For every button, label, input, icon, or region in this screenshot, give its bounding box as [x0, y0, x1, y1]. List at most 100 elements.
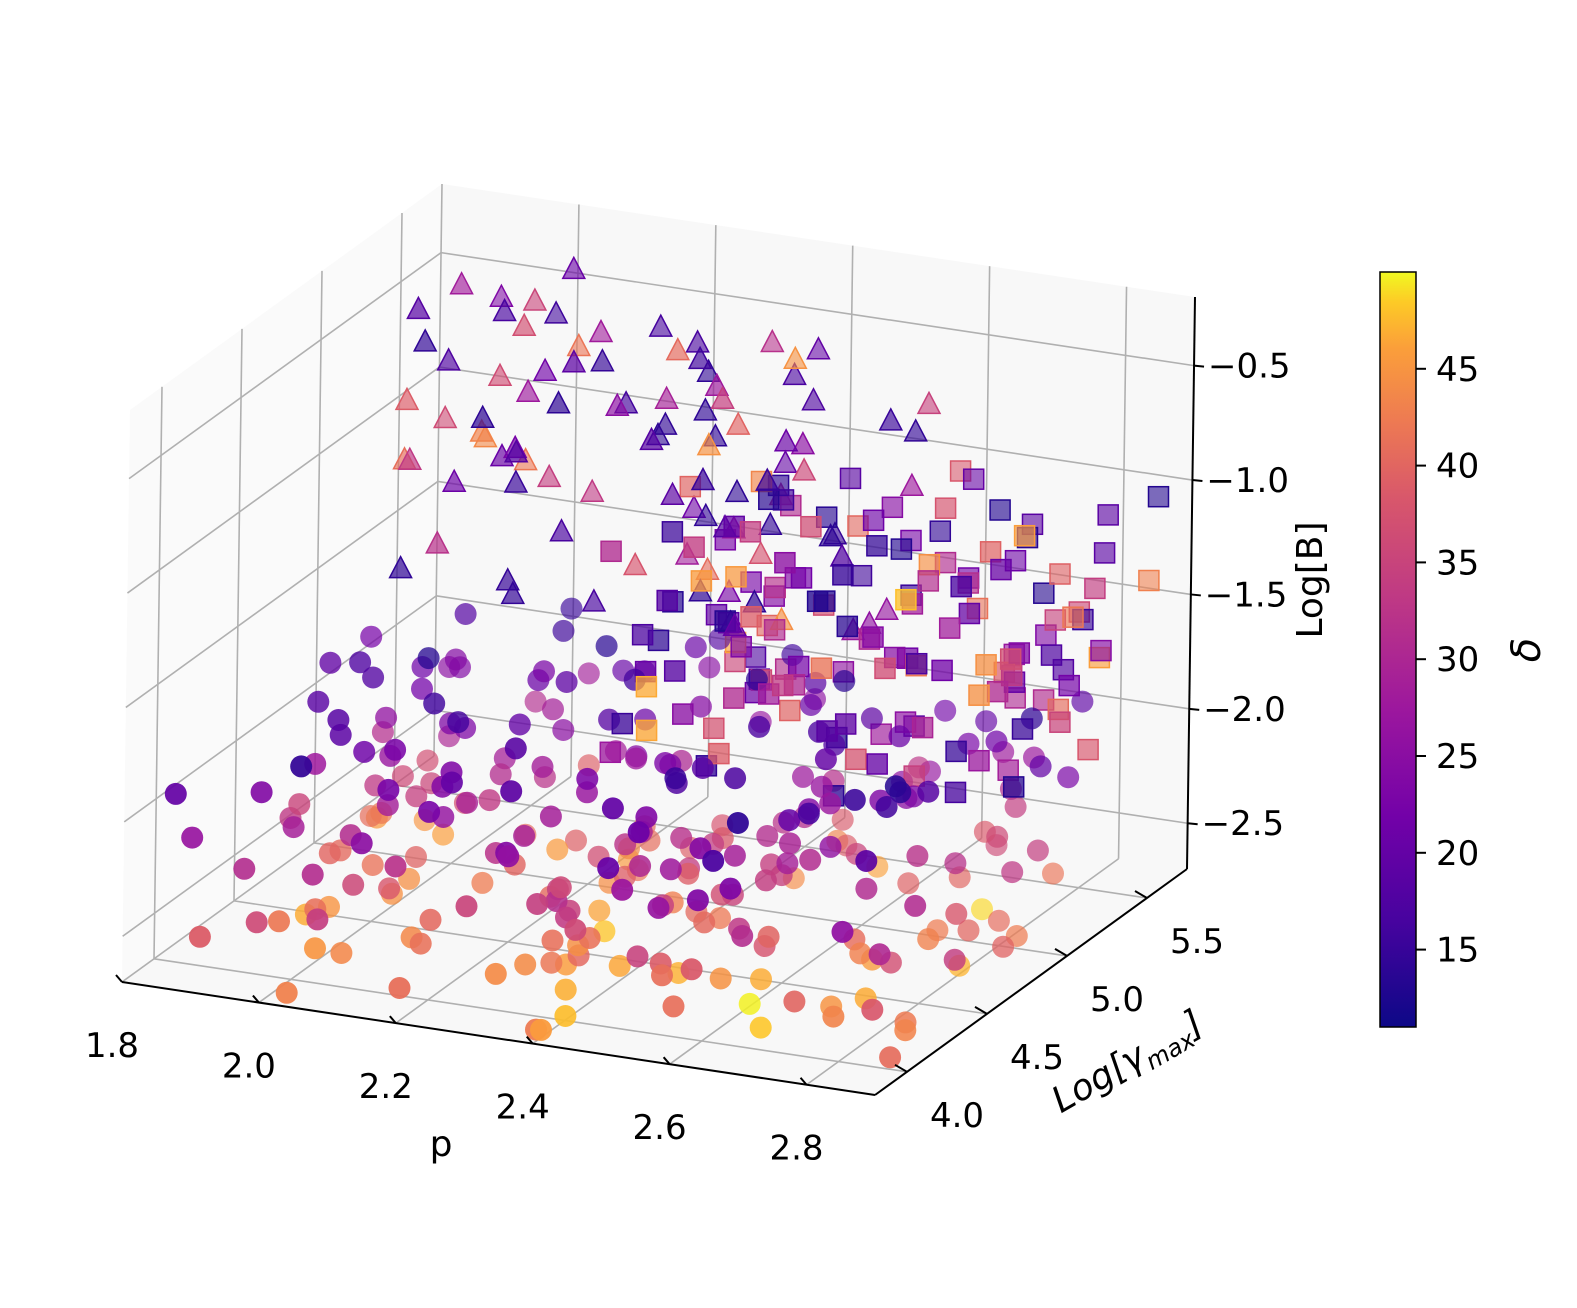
point-triangle: [470, 404, 495, 428]
point-square: [1138, 569, 1160, 592]
point-circle: [917, 928, 940, 951]
point-triangle: [561, 255, 587, 280]
point-circle: [945, 902, 968, 925]
point-triangle: [791, 457, 817, 481]
y-tick: [894, 1063, 908, 1073]
point-circle: [971, 898, 993, 921]
point-triangle: [724, 478, 750, 503]
point-square: [895, 588, 917, 611]
point-circle: [677, 862, 700, 885]
point-circle: [552, 719, 575, 741]
point-circle: [419, 908, 442, 931]
point-square: [663, 660, 686, 682]
point-square: [672, 703, 694, 725]
x-axis-line: [121, 981, 876, 1096]
point-triangle: [653, 411, 678, 435]
point-square: [938, 617, 961, 639]
point-circle: [454, 603, 477, 625]
colorbar-label: δ: [1504, 638, 1550, 662]
point-square: [1049, 563, 1071, 585]
floor-pane: [122, 756, 1187, 1095]
point-triangle: [748, 540, 773, 565]
point-triangle: [878, 407, 904, 431]
x-tick: [662, 1056, 671, 1065]
point-square: [764, 576, 786, 599]
point-square: [787, 655, 810, 678]
point-circle: [508, 713, 531, 736]
point-circle: [489, 763, 512, 786]
x-tick-label: 2.4: [496, 1088, 550, 1128]
point-circle: [917, 780, 940, 803]
point-circle: [564, 918, 587, 941]
point-circle: [855, 877, 878, 900]
point-circle: [897, 872, 920, 895]
point-circle: [1029, 755, 1052, 778]
z-tick: [1190, 593, 1201, 597]
point-circle: [799, 848, 822, 871]
point-triangle: [758, 511, 783, 536]
point-triangle: [441, 468, 467, 492]
point-square: [944, 781, 967, 804]
point-circle: [526, 893, 549, 915]
point-square: [905, 652, 928, 675]
point-circle: [778, 809, 801, 832]
svg-text:Log[γmax]: Log[γmax]: [1045, 1003, 1212, 1126]
point-square: [725, 566, 747, 588]
point-square: [934, 497, 957, 519]
point-triangle: [546, 390, 571, 414]
point-circle: [288, 793, 311, 816]
point-square: [635, 719, 658, 742]
point-triangle: [469, 418, 494, 442]
point-circle: [693, 911, 716, 934]
point-circle: [513, 824, 536, 847]
point-square: [929, 520, 952, 542]
point-circle: [514, 953, 537, 976]
point-square: [708, 742, 730, 765]
point-circle: [497, 845, 520, 868]
point-triangle: [773, 449, 798, 474]
point-circle: [268, 910, 290, 933]
point-circle: [405, 785, 428, 808]
colorbar-tick-label: 15: [1436, 931, 1479, 971]
point-circle: [985, 730, 1008, 753]
point-triangle: [696, 431, 722, 456]
point-circle: [702, 849, 725, 872]
y-tick: [1054, 948, 1068, 957]
point-triangle: [561, 349, 587, 373]
z-tick-label: −2.0: [1203, 690, 1286, 730]
point-square: [1097, 504, 1119, 526]
point-square: [990, 558, 1012, 581]
point-square: [790, 567, 813, 589]
point-triangle: [660, 481, 685, 506]
point-square: [611, 712, 634, 735]
point-square: [999, 648, 1022, 670]
point-circle: [698, 656, 721, 679]
point-square: [874, 657, 896, 680]
point-circle: [417, 647, 440, 670]
point-square: [723, 687, 745, 709]
z-tick-label: −1.0: [1206, 461, 1289, 501]
point-circle: [855, 850, 878, 872]
z-axis-label: Log[B]: [1290, 521, 1331, 638]
point-circle: [555, 671, 578, 693]
point-circle: [647, 896, 670, 919]
z-tick: [1189, 707, 1200, 711]
x-tick: [799, 1077, 808, 1086]
point-square: [1040, 644, 1063, 666]
point-triangle: [690, 466, 716, 491]
point-circle: [662, 995, 685, 1018]
x-axis-label: p: [430, 1124, 453, 1165]
point-circle: [1004, 795, 1027, 818]
point-circle: [810, 775, 833, 798]
point-triangle: [693, 397, 718, 421]
point-circle: [423, 692, 446, 715]
point-circle: [608, 954, 631, 977]
point-circle: [577, 662, 600, 685]
point-circle: [726, 812, 749, 834]
point-triangle: [432, 404, 458, 429]
point-circle: [819, 835, 842, 858]
point-circle: [304, 937, 326, 960]
y-tick-label: 4.5: [1010, 1038, 1064, 1078]
point-circle: [601, 797, 624, 820]
grid-line-x: [258, 775, 572, 1004]
